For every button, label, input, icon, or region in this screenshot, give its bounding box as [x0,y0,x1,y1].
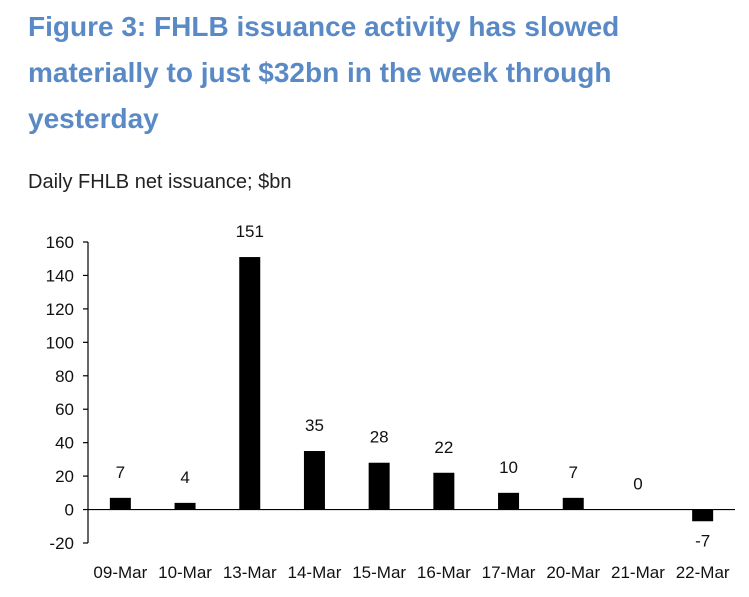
y-tick-label: 40 [55,434,74,453]
y-tick-label: 60 [55,400,74,419]
chart-title: Figure 3: FHLB issuance activity has slo… [28,11,620,134]
x-tick-label: 20-Mar [546,563,600,582]
x-tick-label: 21-Mar [611,563,665,582]
y-tick-label: 80 [55,367,74,386]
x-tick-label: 09-Mar [93,563,147,582]
bar [174,502,196,510]
data-label: 28 [370,428,389,447]
bar [303,451,325,510]
data-label: 35 [305,416,324,435]
x-tick-label: 14-Mar [288,563,342,582]
data-label: 10 [499,458,518,477]
y-tick-label: 120 [46,300,74,319]
data-label: 151 [236,222,264,241]
y-tick-label: 20 [55,467,74,486]
y-tick-label: 160 [46,233,74,252]
x-tick-label: 15-Mar [352,563,406,582]
x-tick-label: 22-Mar [676,563,730,582]
y-tick-label: 140 [46,266,74,285]
bar [433,472,455,510]
bar [498,492,520,510]
x-tick-label: 10-Mar [158,563,212,582]
bar [692,509,714,522]
data-label: -7 [695,531,710,550]
chart-bars [109,257,714,522]
bar [562,497,584,510]
data-label: 4 [180,468,189,487]
x-tick-label: 13-Mar [223,563,277,582]
data-label: 22 [434,438,453,457]
data-label: 0 [633,475,642,494]
x-tick-label: 16-Mar [417,563,471,582]
data-label: 7 [569,463,578,482]
data-label: 7 [116,463,125,482]
x-tick-label: 17-Mar [482,563,536,582]
y-tick-label: 100 [46,333,74,352]
y-tick-label: -20 [49,534,74,553]
chart-subtitle: Daily FHLB net issuance; $bn [28,171,292,193]
y-tick-label: 0 [65,501,74,520]
bar [368,462,390,510]
chart-data-labels: 7 4 151 35 28 22 10 7 0 -7 [116,222,711,550]
bar [239,257,261,510]
bar [109,497,131,510]
